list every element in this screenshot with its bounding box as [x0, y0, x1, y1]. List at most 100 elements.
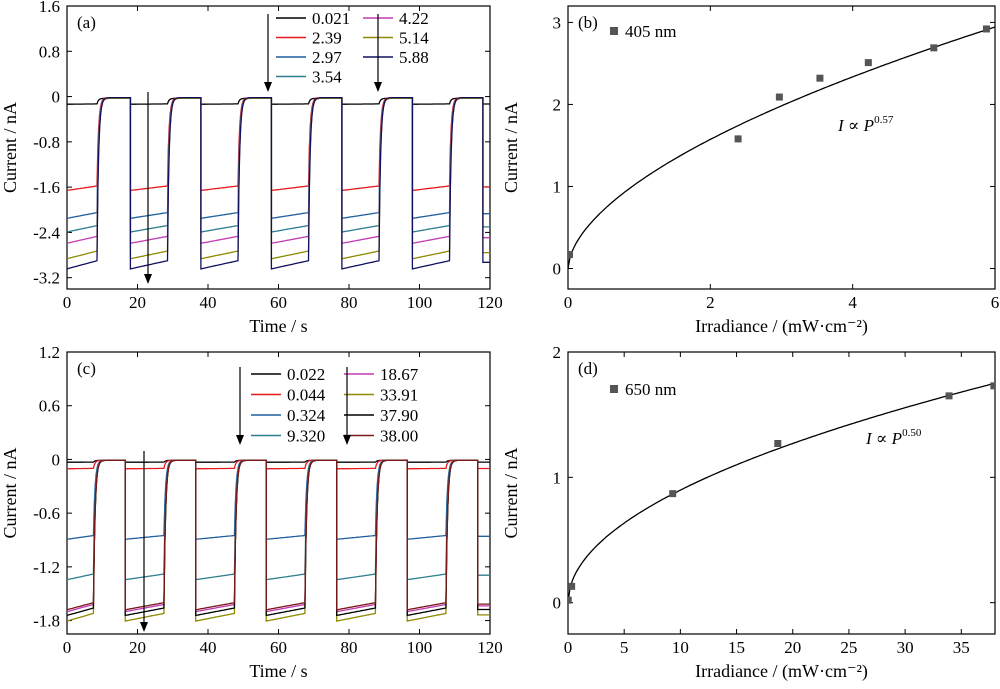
x-tick-label: 6 — [991, 293, 1000, 312]
x-tick-label: 60 — [270, 638, 287, 657]
x-tick-label: 80 — [341, 638, 358, 657]
y-axis-title: Current / nA — [0, 448, 20, 539]
x-tick-label: 80 — [341, 293, 358, 312]
arrows — [140, 367, 351, 632]
data-point — [669, 490, 677, 498]
arrow-head — [343, 435, 351, 445]
y-tick-label: 0 — [52, 88, 61, 107]
series-line-2.97 — [67, 97, 490, 220]
legend-label: 0.021 — [312, 9, 350, 28]
data-point — [945, 392, 953, 400]
data-point — [734, 135, 742, 143]
y-tick-label: 1 — [553, 468, 562, 487]
y-tick-label: -1.2 — [33, 558, 60, 577]
x-axis-title: Irradiance / (mW·cm⁻²) — [695, 661, 868, 682]
legend-label: 37.90 — [380, 406, 418, 425]
legend-label: 2.39 — [312, 29, 342, 48]
fit-curve — [568, 26, 995, 269]
x-tick-label: 15 — [728, 638, 745, 657]
traces — [67, 459, 490, 622]
legend-label: 3.54 — [312, 68, 342, 87]
y-tick-label: -1.8 — [33, 612, 60, 631]
data-point — [816, 74, 824, 82]
legend-label: 0.324 — [287, 406, 326, 425]
y-tick-label: 1 — [553, 177, 562, 196]
legend-marker — [610, 27, 618, 35]
y-tick-label: -1.6 — [33, 178, 60, 197]
x-tick-label: 20 — [129, 638, 146, 657]
panel-c: 0 20 40 60 80 100 120 1.2 0.6 0 -0.6 -1.2 -1.8 Time /… — [0, 343, 503, 681]
y-tick-label: 2 — [553, 343, 562, 362]
legend-label: 33.91 — [380, 386, 418, 405]
fit-annotation: I ∝ P0.50 — [865, 427, 922, 448]
fit-annotation: I ∝ P0.57 — [837, 114, 894, 135]
series-line-3.54 — [67, 97, 490, 233]
y-tick-label: 0 — [553, 259, 562, 278]
points — [568, 382, 995, 604]
data-point — [568, 251, 573, 259]
arrow-head — [236, 435, 244, 445]
legend-label: 650 nm — [625, 380, 676, 399]
x-tick-label: 40 — [200, 293, 217, 312]
panel-a: 0 20 40 60 80 100 120 1.6 0.8 0 -0.8 -1.6 -2.4 -3.2 Ti… — [0, 0, 503, 336]
legend-label: 18.67 — [380, 365, 419, 384]
legend-label: 0.044 — [287, 386, 326, 405]
panel-label: (c) — [77, 359, 96, 378]
panel-d: 0 5 10 15 20 25 30 35 0 1 2 Irradiance / (mW·cm⁻²) C… — [501, 343, 996, 682]
fit — [568, 26, 995, 269]
legend-label: 2.97 — [312, 48, 342, 67]
fit-exponent: 0.50 — [902, 427, 922, 439]
series-line-0.022 — [67, 459, 490, 463]
legend-label: 9.320 — [287, 427, 325, 446]
data-point — [990, 382, 995, 390]
x-tick-label: 0 — [564, 293, 573, 312]
arrow-head — [264, 82, 272, 92]
series-line-0.324 — [67, 459, 490, 541]
legend-label: 5.88 — [399, 48, 429, 67]
legend-label: 38.00 — [380, 427, 418, 446]
y-tick-label: 2 — [553, 95, 562, 114]
x-tick-label: 0 — [63, 638, 72, 657]
x-tick-label: 10 — [672, 638, 689, 657]
data-point — [775, 93, 783, 101]
y-tick-label: -0.8 — [33, 133, 60, 152]
data-point — [982, 25, 990, 33]
series-line-18.67 — [67, 459, 490, 613]
series-line-5.14 — [67, 97, 490, 260]
data-point — [864, 59, 872, 67]
legend-label: 405 nm — [625, 22, 676, 41]
y-tick-label: 0 — [52, 450, 61, 469]
x-axis-title: Time / s — [249, 661, 307, 681]
x-tick-label: 100 — [407, 293, 433, 312]
x-axis-title: Time / s — [249, 316, 307, 336]
series-line-2.39 — [67, 97, 490, 192]
x-tick-label: 30 — [897, 638, 914, 657]
legend-label: 5.14 — [399, 29, 429, 48]
panel-b: 0 2 4 6 0 1 2 3 Irradiance / (mW·cm⁻²) Current / … — [501, 5, 1000, 337]
data-point — [774, 439, 782, 447]
panel-label: (a) — [77, 13, 96, 32]
y-tick-label: 1.6 — [39, 0, 60, 16]
y-tick-label: -2.4 — [33, 223, 60, 242]
x-tick-label: 120 — [477, 293, 503, 312]
series-line-37.90 — [67, 459, 490, 617]
legend-marker — [610, 385, 618, 393]
panel-label: (d) — [578, 359, 598, 378]
arrow-head — [374, 82, 382, 92]
x-tick-label: 20 — [784, 638, 801, 657]
y-tick-label: -0.6 — [33, 504, 60, 523]
legend-label: 4.22 — [399, 9, 429, 28]
x-axis-title: Irradiance / (mW·cm⁻²) — [695, 316, 868, 337]
fit-label: I ∝ P — [837, 116, 874, 135]
fit-curve — [568, 382, 995, 603]
series-line-33.91 — [67, 459, 490, 622]
series-line-0.021 — [67, 97, 490, 105]
y-tick-label: 0.6 — [39, 397, 60, 416]
series-line-9.320 — [67, 459, 490, 581]
x-tick-label: 120 — [477, 638, 503, 657]
plot-frame — [567, 351, 996, 635]
series-line-0.044 — [67, 459, 490, 470]
